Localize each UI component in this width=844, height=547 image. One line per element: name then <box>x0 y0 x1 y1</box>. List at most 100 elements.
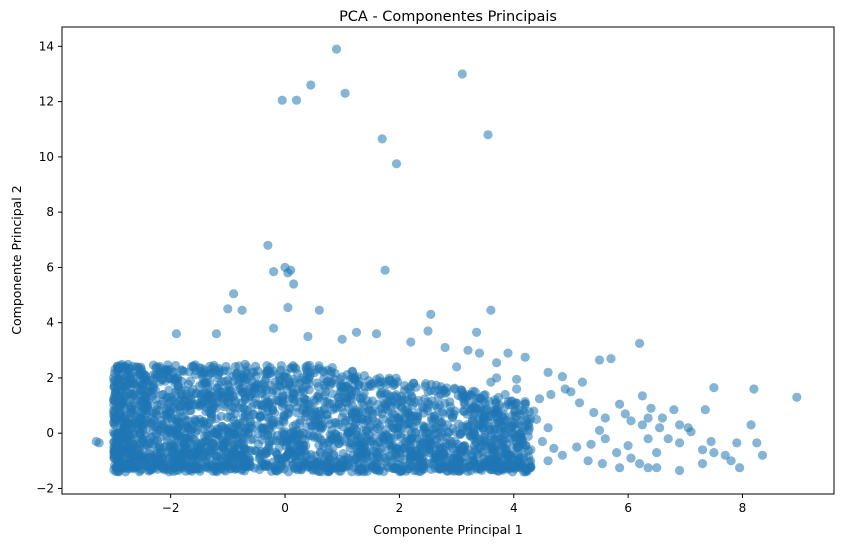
x-tick-label: −2 <box>162 501 180 515</box>
data-point <box>643 434 653 444</box>
data-point <box>229 289 239 299</box>
data-point <box>388 423 398 433</box>
data-point <box>128 409 139 419</box>
data-point <box>187 460 197 471</box>
data-point <box>277 95 287 105</box>
data-point <box>291 363 301 374</box>
data-point <box>336 381 346 391</box>
data-point <box>157 374 167 384</box>
data-point <box>255 412 265 422</box>
data-point <box>384 438 394 448</box>
data-point <box>114 428 124 438</box>
data-point <box>643 413 653 423</box>
data-point <box>371 329 382 339</box>
data-point <box>572 442 582 452</box>
data-point <box>324 445 334 455</box>
data-point <box>397 391 407 401</box>
data-point <box>342 393 352 403</box>
data-point <box>520 399 530 409</box>
data-point <box>134 363 144 373</box>
data-point <box>277 402 288 412</box>
data-point <box>491 399 501 409</box>
chart-title: PCA - Componentes Principais <box>339 9 557 25</box>
data-point <box>697 445 708 455</box>
data-point <box>388 378 398 388</box>
data-point <box>456 428 466 438</box>
data-point <box>376 390 386 400</box>
data-point <box>91 436 101 447</box>
data-point <box>486 305 496 315</box>
data-point <box>162 435 172 445</box>
data-point <box>291 95 302 105</box>
data-point <box>158 420 169 431</box>
data-point <box>414 467 424 477</box>
data-point <box>500 389 510 400</box>
data-point <box>470 387 480 397</box>
data-point <box>192 388 202 399</box>
data-point <box>142 418 152 428</box>
data-point <box>594 425 605 435</box>
data-point <box>492 432 502 442</box>
data-point <box>139 410 149 420</box>
data-point <box>506 396 516 406</box>
data-point <box>583 456 593 466</box>
data-point <box>196 363 207 373</box>
data-point <box>213 392 223 402</box>
data-point <box>380 404 390 414</box>
data-point <box>126 449 136 459</box>
data-point <box>709 448 719 458</box>
data-point <box>589 407 599 418</box>
data-point <box>411 457 421 467</box>
data-point <box>231 370 241 380</box>
data-point <box>792 392 802 402</box>
data-point <box>262 361 272 371</box>
data-point <box>637 420 648 430</box>
data-point <box>146 387 156 397</box>
data-point <box>232 420 242 431</box>
data-point <box>109 409 119 419</box>
data-point <box>111 448 121 458</box>
data-point <box>430 400 440 410</box>
data-point <box>149 426 159 436</box>
data-point <box>314 466 324 477</box>
data-point <box>150 463 160 473</box>
data-point <box>119 457 129 467</box>
data-point <box>340 437 350 447</box>
data-point <box>222 412 232 422</box>
data-point <box>456 385 466 395</box>
data-point <box>615 399 625 409</box>
data-point <box>350 414 360 424</box>
data-point <box>134 419 144 429</box>
data-point <box>514 453 525 463</box>
data-point <box>114 466 124 476</box>
data-point <box>597 459 608 469</box>
data-point <box>752 438 762 448</box>
data-point <box>373 447 384 457</box>
data-point <box>197 445 207 455</box>
data-point <box>577 377 588 387</box>
data-point <box>367 396 378 406</box>
data-point <box>305 368 316 378</box>
data-point <box>111 441 121 451</box>
data-point <box>457 69 467 79</box>
data-point <box>374 466 384 476</box>
data-point <box>334 399 344 410</box>
data-point <box>251 446 261 456</box>
data-point <box>367 406 377 416</box>
data-point <box>406 337 416 347</box>
data-point <box>287 382 297 393</box>
y-tick-label: 6 <box>46 260 54 274</box>
data-point <box>399 443 409 453</box>
x-axis-label: Componente Principal 1 <box>373 522 522 537</box>
data-point <box>289 279 299 289</box>
data-point <box>426 309 436 319</box>
data-point <box>405 382 415 392</box>
data-point <box>395 467 405 477</box>
data-point <box>492 358 502 368</box>
data-point <box>186 406 196 416</box>
data-point <box>109 396 119 406</box>
data-point <box>333 393 343 403</box>
data-point <box>176 402 186 412</box>
data-point <box>503 348 513 358</box>
data-point <box>709 383 719 393</box>
